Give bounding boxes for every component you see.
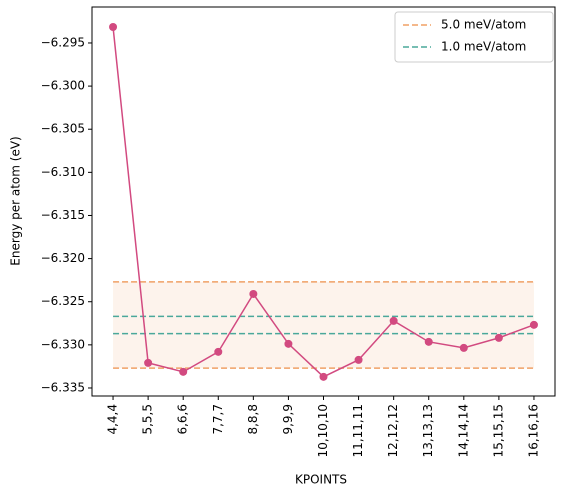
- y-tick-label: −6.310: [41, 165, 85, 179]
- legend-box: [394, 11, 554, 63]
- data-point: [354, 355, 363, 364]
- x-tick-label: 13,13,13: [421, 404, 435, 457]
- data-point: [179, 367, 188, 376]
- x-tick-label: 14,14,14: [456, 404, 470, 457]
- y-tick-label: −6.325: [41, 294, 85, 308]
- x-tick-label: 16,16,16: [526, 404, 540, 457]
- x-tick-label: 7,7,7: [211, 404, 225, 435]
- x-tick-label: 6,6,6: [176, 404, 190, 435]
- x-axis-label: KPOINTS: [295, 473, 347, 487]
- y-tick-label: −6.300: [41, 79, 85, 93]
- data-point: [529, 320, 538, 329]
- x-tick-label: 10,10,10: [316, 404, 330, 457]
- tolerance-band: [113, 281, 534, 369]
- y-tick-label: −6.295: [41, 35, 85, 49]
- data-point: [494, 333, 503, 342]
- y-tick-label: −6.320: [41, 251, 85, 265]
- data-point: [144, 358, 153, 367]
- data-point: [249, 289, 258, 298]
- data-point: [109, 23, 118, 32]
- x-tick-label: 8,8,8: [246, 404, 260, 435]
- legend-label: 1.0 meV/atom: [441, 40, 526, 54]
- y-tick-label: −6.315: [41, 208, 85, 222]
- data-point: [214, 347, 223, 356]
- x-tick-label: 11,11,11: [351, 404, 365, 457]
- legend-label: 5.0 meV/atom: [441, 18, 526, 32]
- data-point: [424, 337, 433, 346]
- x-tick-label: 15,15,15: [491, 404, 505, 457]
- y-axis-label: Energy per atom (eV): [9, 136, 23, 265]
- y-tick-label: −6.305: [41, 122, 85, 136]
- data-point: [389, 316, 398, 325]
- y-tick-label: −6.330: [41, 337, 85, 351]
- x-tick-label: 4,4,4: [106, 404, 120, 435]
- y-tick-label: −6.335: [41, 380, 85, 394]
- data-point: [459, 343, 468, 352]
- data-point: [319, 372, 328, 381]
- x-tick-label: 12,12,12: [386, 404, 400, 457]
- data-point: [284, 339, 293, 348]
- x-tick-label: 9,9,9: [281, 404, 295, 435]
- x-tick-label: 5,5,5: [141, 404, 155, 435]
